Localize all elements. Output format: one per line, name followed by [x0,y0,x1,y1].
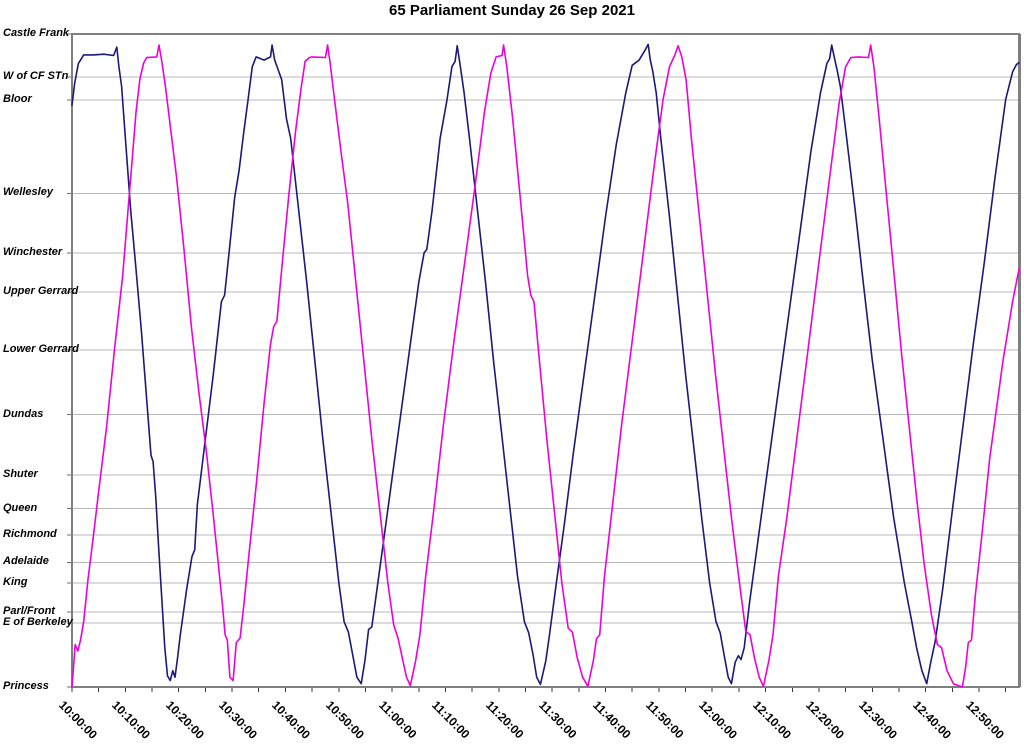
station-label-winchester: Winchester [3,245,63,258]
plot-border [71,33,1020,688]
station-label-bloor: Bloor [3,92,32,105]
station-label-richmond: Richmond [3,527,57,540]
station-label-shuter: Shuter [3,467,38,480]
station-label-princess: Princess [3,680,49,692]
station-label-dundas: Dundas [3,407,44,420]
chart-title: 65 Parliament Sunday 26 Sep 2021 [389,2,635,19]
station-label-parl-front: Parl/Front [3,604,55,617]
station-label-lower-gerrard: Lower Gerrard [3,343,79,356]
station-label-queen: Queen [3,501,38,514]
station-label-w-of-cf-stn: W of CF STn [3,70,69,83]
series-vehicle-navy-line [71,43,1020,686]
station-label-castle-frank: Castle Frank [3,27,70,39]
station-label-adelaide: Adelaide [3,555,49,568]
station-label-wellesley: Wellesley [3,186,53,199]
series-vehicle-magenta-line [71,44,1020,688]
station-label-king: King [3,576,28,589]
station-label-upper-gerrard: Upper Gerrard [3,284,79,297]
station-label-e-of-berkeley: E of Berkeley [3,616,73,628]
